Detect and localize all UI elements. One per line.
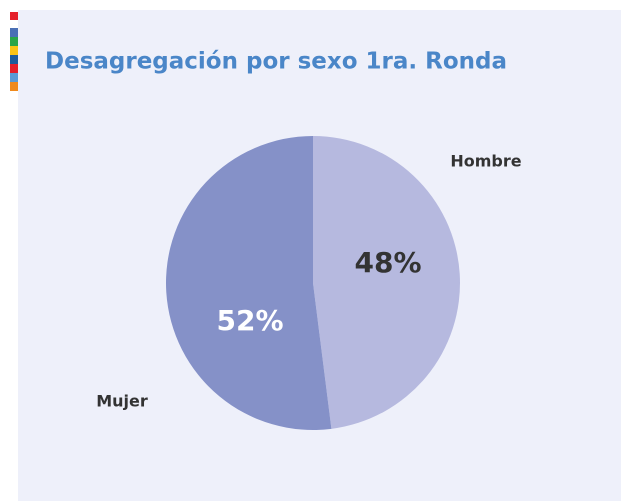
strip-square [10,37,18,46]
strip-square [10,55,18,64]
strip-square [10,28,18,37]
strip-square [10,73,18,82]
strip-square [10,46,18,55]
pie-slice [313,136,461,429]
strip-square [10,82,18,91]
data-label: 52% [216,304,283,337]
data-label: 48% [354,246,421,279]
strip-square [10,12,18,20]
category-label: Hombre [450,152,521,171]
pie-slice [166,136,332,430]
color-strip [10,12,18,91]
chart-title: Desagregación por sexo 1ra. Ronda [45,49,507,75]
category-label: Mujer [96,392,148,411]
strip-square [10,64,18,73]
